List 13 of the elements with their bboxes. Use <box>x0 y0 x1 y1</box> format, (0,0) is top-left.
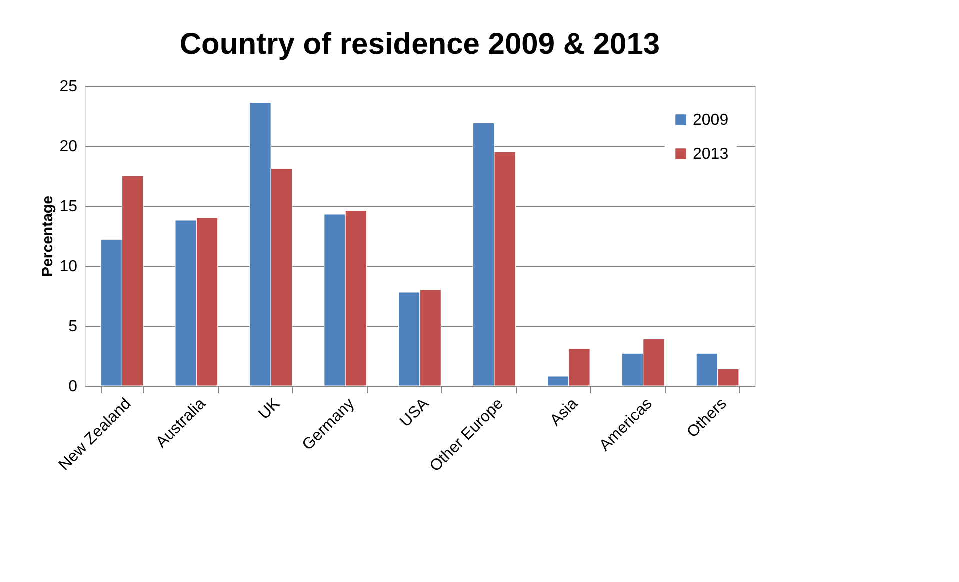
y-axis-title: Percentage <box>40 196 57 277</box>
y-tick-label: 5 <box>68 318 78 336</box>
y-tick-label: 0 <box>68 378 78 396</box>
legend-label: 2009 <box>693 112 729 129</box>
y-tick-label: 15 <box>60 198 78 216</box>
x-tick-label: Asia <box>547 395 582 430</box>
legend-label: 2013 <box>693 146 729 163</box>
x-tick-label: USA <box>397 395 433 431</box>
chart-title: Country of residence 2009 & 2013 <box>180 28 660 61</box>
y-tick-label: 25 <box>60 78 78 96</box>
y-tick-label: 20 <box>60 138 78 156</box>
x-tick-label: UK <box>256 395 284 424</box>
y-tick-label: 10 <box>60 258 78 276</box>
